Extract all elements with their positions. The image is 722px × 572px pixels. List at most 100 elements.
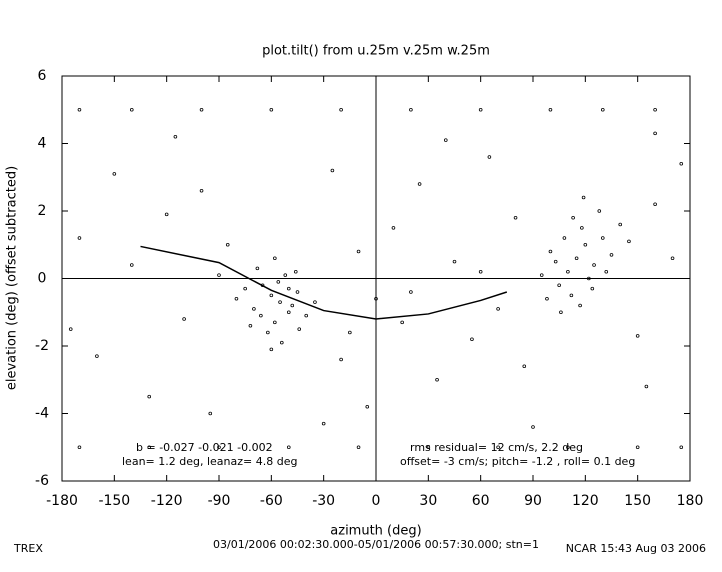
point <box>470 337 474 342</box>
point <box>635 334 640 338</box>
point <box>679 161 684 166</box>
point <box>435 377 439 382</box>
point <box>618 222 623 227</box>
point <box>248 323 253 328</box>
y-tick-label: -6 <box>35 473 49 489</box>
point <box>199 188 204 193</box>
point <box>592 263 596 267</box>
point <box>566 445 570 450</box>
x-tick-label: -90 <box>208 493 231 509</box>
point <box>653 131 657 136</box>
point <box>604 269 609 274</box>
point <box>217 273 221 277</box>
point <box>566 269 570 274</box>
x-tick-label: 180 <box>677 493 704 509</box>
point <box>147 445 152 450</box>
chart-title: plot.tilt() from u.25m v.25m w.25m <box>262 44 490 59</box>
point <box>259 313 263 318</box>
point <box>255 266 260 271</box>
point <box>269 107 274 112</box>
point <box>478 269 483 274</box>
point <box>217 445 221 450</box>
point <box>173 134 178 139</box>
x-tick-label: 60 <box>472 493 490 509</box>
point <box>278 300 282 304</box>
point <box>252 307 256 311</box>
point <box>452 259 457 264</box>
x-tick-label: 150 <box>624 493 651 509</box>
point <box>68 327 73 331</box>
point <box>339 107 343 112</box>
footer-left: TREX <box>13 542 43 555</box>
point <box>553 259 558 264</box>
point <box>409 107 413 112</box>
x-axis-label: azimuth (deg) <box>330 524 421 539</box>
point <box>365 404 370 409</box>
point <box>531 425 535 429</box>
point <box>77 107 82 112</box>
x-tick-label: 0 <box>372 493 381 509</box>
point <box>290 303 295 308</box>
point <box>234 296 239 301</box>
x-tick-label: 30 <box>419 493 437 509</box>
point <box>269 347 274 352</box>
point <box>293 269 298 274</box>
point <box>273 256 277 261</box>
point <box>77 445 82 450</box>
point <box>391 226 396 230</box>
x-tick-label: -150 <box>98 493 130 509</box>
point <box>164 212 169 217</box>
point <box>557 283 561 288</box>
point <box>417 182 422 186</box>
point <box>129 263 134 267</box>
x-tick-label: -180 <box>46 493 78 509</box>
point <box>548 107 553 112</box>
point <box>95 354 99 358</box>
annotation: b = -0.027 -0.021 -0.002 <box>136 441 273 454</box>
point <box>443 138 448 142</box>
point <box>587 276 591 281</box>
point <box>571 215 575 220</box>
point <box>583 242 588 247</box>
x-tick-label: 90 <box>524 493 542 509</box>
point <box>279 340 284 345</box>
point <box>243 286 247 291</box>
point <box>112 172 117 176</box>
point <box>400 320 404 325</box>
fit-line <box>140 245 508 320</box>
point <box>330 168 335 173</box>
point <box>283 273 288 277</box>
point <box>426 445 431 450</box>
point <box>580 226 584 230</box>
point <box>513 215 518 220</box>
point <box>147 394 152 399</box>
point <box>374 296 378 301</box>
point <box>339 357 343 362</box>
point <box>574 256 579 261</box>
point <box>321 421 326 426</box>
y-tick-label: -2 <box>35 338 49 354</box>
x-tick-label: -30 <box>312 493 335 509</box>
point <box>225 242 230 247</box>
x-tick-label: -120 <box>151 493 183 509</box>
annotation: offset= -3 cm/s; pitch= -1.2 , roll= 0.1… <box>400 455 635 468</box>
point <box>77 236 82 240</box>
point <box>208 411 213 416</box>
point <box>590 286 595 291</box>
point <box>578 303 582 308</box>
point <box>496 307 500 311</box>
point <box>597 209 602 213</box>
annotation: lean= 1.2 deg, leanaz= 4.8 deg <box>122 455 297 468</box>
point <box>627 239 631 244</box>
point <box>199 107 204 112</box>
point <box>559 310 563 315</box>
point <box>273 320 277 325</box>
point <box>569 293 574 298</box>
point <box>653 202 657 207</box>
y-axis-label: elevation (deg) (offset subtracted) <box>5 166 20 390</box>
point <box>182 317 186 321</box>
point <box>276 280 281 284</box>
point <box>679 445 684 450</box>
point <box>644 384 649 389</box>
